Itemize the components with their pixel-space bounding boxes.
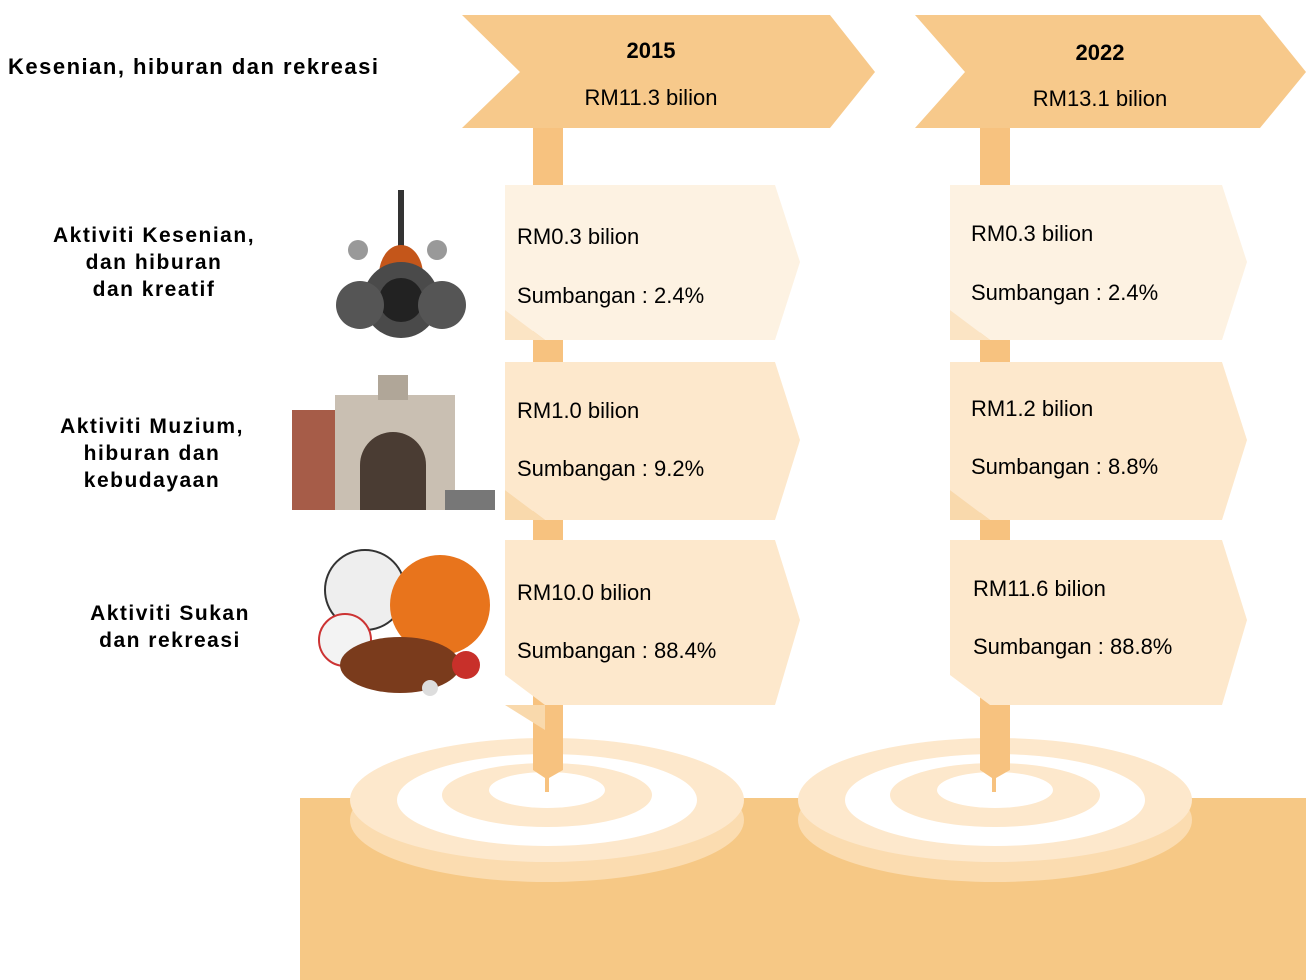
row-share: Sumbangan : 2.4% <box>517 283 705 308</box>
icon-music <box>336 190 466 338</box>
total: RM11.3 bilion <box>584 85 718 110</box>
row-value: RM10.0 bilion <box>517 580 652 605</box>
category-label: Aktiviti Muzium, hiburan dan kebudayaan <box>60 415 244 492</box>
row-value: RM1.0 bilion <box>517 398 640 423</box>
banner-2022 <box>915 15 1306 128</box>
target-2015 <box>350 738 744 882</box>
row-share: Sumbangan : 9.2% <box>517 456 705 481</box>
row-share: Sumbangan : 2.4% <box>971 280 1159 305</box>
boxes-2022 <box>950 185 1247 705</box>
icon-museum <box>292 375 495 510</box>
row-value: RM0.3 bilion <box>971 221 1094 246</box>
row-share: Sumbangan : 8.8% <box>971 454 1159 479</box>
year: 2022 <box>1075 40 1125 65</box>
category-label: Aktiviti Kesenian, dan hiburan dan kreat… <box>52 224 256 301</box>
row-value: RM1.2 bilion <box>971 396 1094 421</box>
total: RM13.1 bilion <box>1032 86 1168 111</box>
boxes-2015 <box>505 185 800 730</box>
year: 2015 <box>626 38 676 63</box>
category-label: Aktiviti Sukan dan rekreasi <box>90 602 250 652</box>
row-share: Sumbangan : 88.8% <box>973 634 1173 659</box>
main-title: Kesenian, hiburan dan rekreasi <box>8 54 380 79</box>
target-2022 <box>798 738 1192 882</box>
icon-sports <box>318 549 490 696</box>
banner-2015 <box>462 15 875 128</box>
row-value: RM0.3 bilion <box>517 224 640 249</box>
row-value: RM11.6 bilion <box>973 576 1106 601</box>
row-share: Sumbangan : 88.4% <box>517 638 717 663</box>
